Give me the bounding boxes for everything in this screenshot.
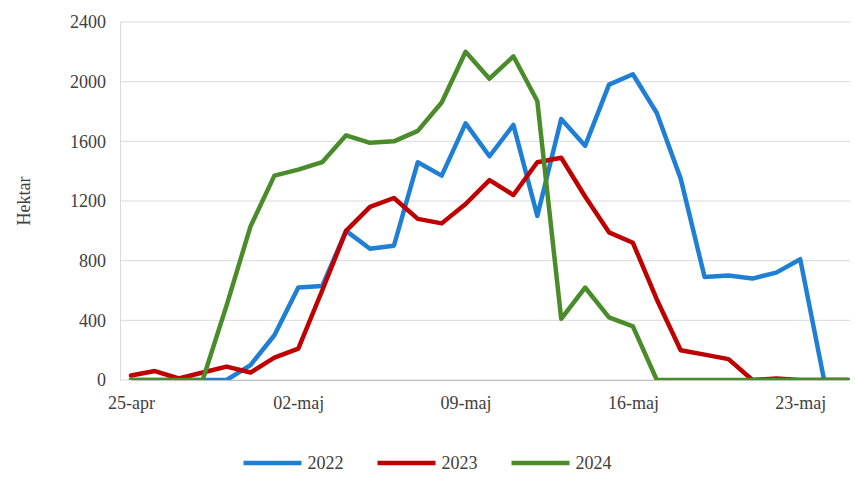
y-tick-label: 0: [97, 370, 106, 390]
y-axis: 0 400 800 1200 1600 2000 2400: [70, 12, 121, 390]
y-tick-label: 400: [79, 311, 106, 331]
grid-line: [120, 22, 850, 23]
grid-line: [120, 141, 850, 142]
legend-swatch: [512, 461, 570, 466]
y-axis-line: [120, 23, 121, 381]
y-tick-label: 2400: [70, 12, 106, 32]
series-line: [131, 74, 848, 380]
y-tick-label: 2000: [70, 72, 106, 92]
x-tick: 02-maj: [273, 380, 324, 413]
series-line: [131, 52, 848, 380]
legend-swatch: [378, 461, 436, 466]
legend: 2022 2023 2024: [244, 453, 612, 473]
grid-line: [120, 81, 850, 82]
lines: [131, 52, 848, 380]
x-tick-label: 16-maj: [608, 393, 659, 413]
y-tick: 800: [79, 251, 120, 271]
x-tick: 09-maj: [441, 380, 492, 413]
legend-item: 2022: [244, 453, 344, 473]
x-tick: 25-apr: [108, 380, 155, 413]
grid-line: [120, 201, 850, 202]
y-tick-label: 1600: [70, 132, 106, 152]
y-tick: 1600: [70, 132, 120, 152]
legend-label: 2022: [308, 453, 344, 473]
x-tick: 16-maj: [608, 380, 659, 413]
x-tick: 23-maj: [775, 380, 826, 413]
x-tick-label: 02-maj: [273, 393, 324, 413]
y-tick: 400: [79, 311, 120, 331]
y-tick-label: 800: [79, 251, 106, 271]
legend-swatch: [244, 461, 302, 466]
grid-line: [120, 260, 850, 261]
y-tick-label: 1200: [70, 191, 106, 211]
legend-item: 2024: [512, 453, 612, 473]
grid-line: [120, 320, 850, 321]
x-axis: 25-apr 02-maj 09-maj 16-maj 23-maj: [108, 380, 848, 413]
x-tick-label: 09-maj: [441, 393, 492, 413]
x-tick-label: 23-maj: [775, 393, 826, 413]
x-tick-label: 25-apr: [108, 393, 155, 413]
y-tick: 1200: [70, 191, 120, 211]
x-axis-line: [132, 380, 849, 381]
legend-item: 2023: [378, 453, 478, 473]
chart: 0 400 800 1200 1600 2000 2400 Hektar 25-apr 02-ma…: [0, 0, 855, 485]
y-tick: 2000: [70, 72, 120, 92]
legend-label: 2024: [576, 453, 612, 473]
y-tick: 0: [97, 370, 120, 390]
y-axis-title: Hektar: [14, 177, 34, 226]
grid: [120, 22, 850, 380]
y-tick: 2400: [70, 12, 120, 32]
legend-label: 2023: [442, 453, 478, 473]
